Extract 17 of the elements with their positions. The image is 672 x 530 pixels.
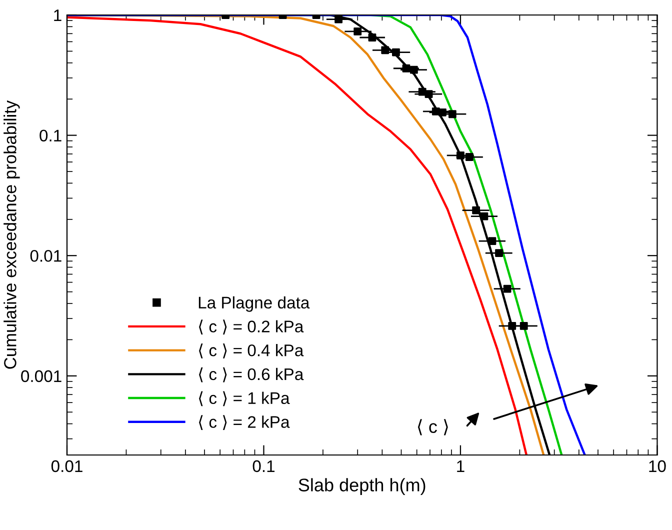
legend-label: ⟨ c ⟩ = 2 kPa (199, 415, 290, 430)
x-axis-title: Slab depth h(m) (298, 478, 426, 496)
x-tick-label: 0.01 (51, 460, 82, 472)
legend-label: ⟨ c ⟩ = 0.6 kPa (199, 367, 304, 382)
y-tick-label: 0.1 (40, 130, 62, 142)
x-tick-label: 0.1 (252, 460, 275, 472)
legend-label: ⟨ c ⟩ = 0.4 kPa (199, 343, 304, 358)
legend-label: ⟨ c ⟩ = 0.2 kPa (199, 320, 304, 334)
legend-label: ⟨ c ⟩ = 1 kPa (199, 391, 290, 406)
y-tick-label: 1 (54, 10, 62, 22)
y-tick-label: 0.001 (21, 370, 62, 382)
x-tick-label: 1 (457, 460, 464, 472)
x-tick-label: 10 (649, 460, 666, 472)
y-axis-title: Cumulative exceedance probability (4, 100, 20, 369)
legend-label: La Plagne data (198, 296, 310, 312)
y-tick-label: 0.01 (30, 250, 62, 262)
annotation: ⟨ c ⟩ (418, 419, 448, 436)
